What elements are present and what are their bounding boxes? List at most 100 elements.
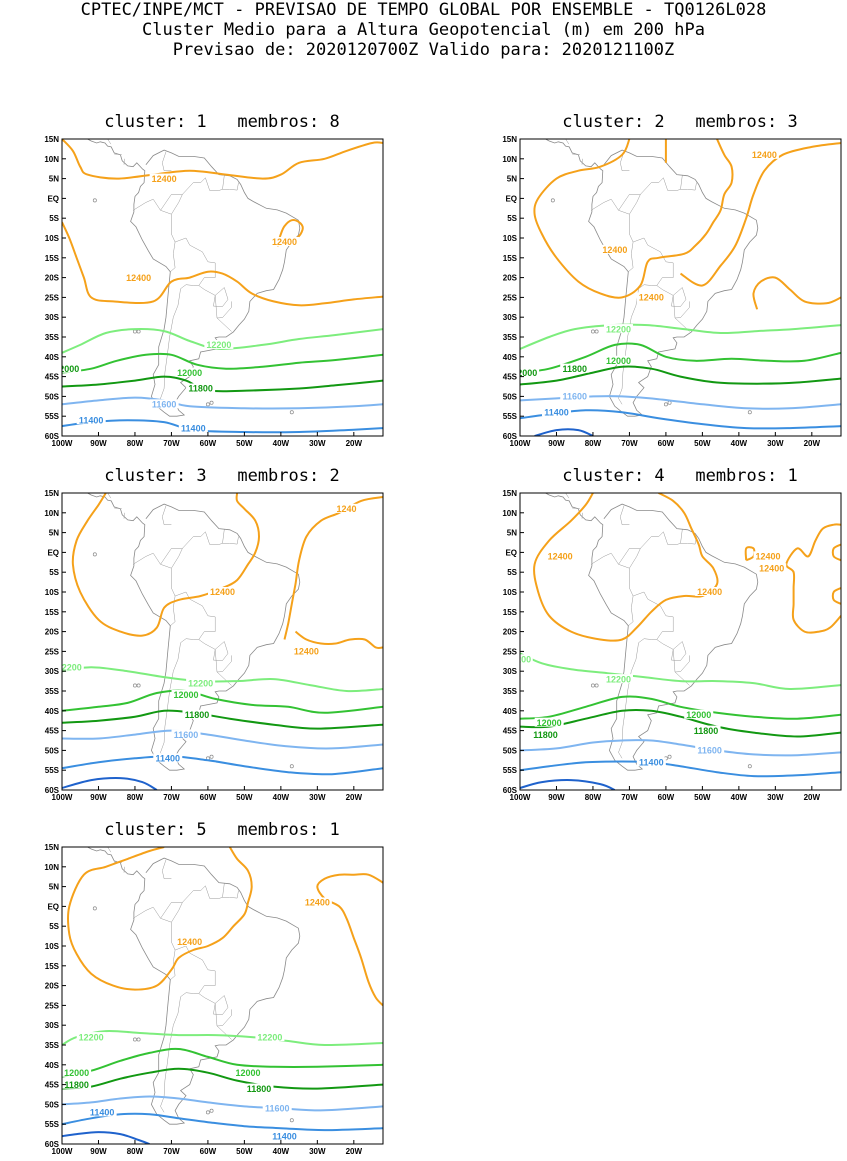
contour-label: 12000 (606, 356, 631, 366)
lat-tick-label: 30S (503, 667, 518, 676)
country-border (591, 199, 633, 272)
contour-12400 (753, 277, 841, 309)
panel-title-cluster-5: cluster: 5 membros: 1 (57, 820, 387, 840)
panel-title-cluster-3: cluster: 3 membros: 2 (57, 466, 387, 486)
country-border (629, 548, 640, 568)
country-border (633, 238, 673, 289)
contour-11400 (62, 420, 383, 432)
map-content: 1240012400124001220012000200011800116001… (57, 133, 383, 433)
country-border (175, 238, 215, 289)
lon-tick-label: 80W (127, 1147, 144, 1156)
country-border (205, 532, 222, 545)
coastline (62, 133, 88, 139)
contour-12400 (62, 139, 383, 179)
contour-label: 12400 (152, 174, 177, 184)
coastline (62, 487, 88, 493)
lon-tick-label: 50W (236, 1147, 253, 1156)
contour-label: 12000 (236, 1068, 261, 1078)
country-border (215, 649, 231, 685)
contour-label: 12400 (210, 587, 235, 597)
lat-tick-label: 40S (45, 707, 60, 716)
contour-label: 11400 (90, 1108, 115, 1118)
lat-tick-label: 10S (503, 234, 518, 243)
contour-12400 (681, 143, 842, 286)
contour-11800 (520, 710, 841, 737)
lon-tick-label: 70W (163, 1147, 180, 1156)
lon-tick-label: 90W (90, 439, 107, 448)
lat-tick-label: 15S (45, 608, 60, 617)
lon-tick-label: 50W (694, 439, 711, 448)
map-content: 1240012400124001240020012200120001200011… (515, 487, 841, 790)
country-border (162, 860, 171, 879)
country-border (223, 529, 225, 543)
lat-tick-label: 10N (44, 863, 59, 872)
country-border (175, 946, 215, 997)
lat-tick-label: 50S (503, 746, 518, 755)
contour-label: 11400 (272, 1131, 297, 1141)
contour-label: 12400 (305, 898, 330, 908)
lon-tick-label: 50W (236, 439, 253, 448)
lat-tick-label: 10N (502, 509, 517, 518)
lat-tick-label: 20S (45, 274, 60, 283)
lon-tick-label: 100W (52, 439, 73, 448)
lat-tick-label: 35S (503, 333, 518, 342)
island (137, 684, 140, 687)
country-border (663, 532, 680, 545)
lon-tick-label: 100W (52, 793, 73, 802)
island (93, 553, 96, 556)
country-border (223, 891, 239, 899)
lat-tick-label: 50S (45, 392, 60, 401)
contour-label: 12000 (64, 1068, 89, 1078)
figure-dates: Previsao de: 2020120700Z Valido para: 20… (0, 40, 847, 60)
island (290, 1119, 293, 1122)
country-border (161, 886, 206, 919)
contour-12000 (520, 696, 841, 718)
contour-12200 (520, 653, 841, 689)
lat-tick-label: 50S (45, 746, 60, 755)
country-border (215, 295, 231, 331)
lat-tick-label: 40S (45, 353, 60, 362)
contour-label: 11600 (174, 730, 199, 740)
lat-tick-label: 20S (503, 274, 518, 283)
lon-tick-label: 50W (236, 793, 253, 802)
lat-tick-label: 50S (503, 392, 518, 401)
island (133, 330, 136, 333)
lat-tick-label: 5N (507, 529, 517, 538)
contour-11400 (520, 762, 841, 777)
island (591, 330, 594, 333)
lon-tick-label: 60W (200, 1147, 217, 1156)
contour-label: 11800 (533, 730, 558, 740)
country-border (223, 537, 239, 545)
contour-label: 12400 (294, 647, 319, 657)
contour-label: 12200 (79, 1032, 104, 1042)
figure-title: CPTEC/INPE/MCT - PREVISAO DE TEMPO GLOBA… (0, 0, 847, 20)
lat-tick-label: 10S (45, 234, 60, 243)
coastline (62, 841, 88, 847)
country-border (171, 194, 182, 214)
lon-tick-label: 30W (309, 439, 326, 448)
lon-tick-label: 70W (163, 439, 180, 448)
contour-12200 (62, 1031, 383, 1045)
contour-label: 12400 (756, 552, 781, 562)
contour-label: 11600 (562, 392, 587, 402)
contour-11800 (62, 377, 383, 392)
contour-label: 11600 (697, 746, 722, 756)
country-border (663, 178, 680, 191)
lon-tick-label: 80W (585, 439, 602, 448)
lat-tick-label: 30S (503, 313, 518, 322)
contour-12200 (62, 667, 383, 691)
lat-tick-label: 25S (45, 1001, 60, 1010)
lat-tick-label: 35S (45, 1041, 60, 1050)
country-border (681, 537, 697, 545)
lon-tick-label: 100W (510, 439, 531, 448)
lon-tick-label: 70W (163, 793, 180, 802)
lat-tick-label: 5N (49, 883, 59, 892)
contour-label: 12000 (177, 368, 202, 378)
lon-tick-label: 20W (346, 1147, 363, 1156)
lon-tick-label: 80W (127, 793, 144, 802)
lon-tick-label: 70W (621, 793, 638, 802)
country-border (629, 194, 640, 214)
contour-12400 (68, 847, 252, 990)
contour-label: 12400 (126, 273, 151, 283)
